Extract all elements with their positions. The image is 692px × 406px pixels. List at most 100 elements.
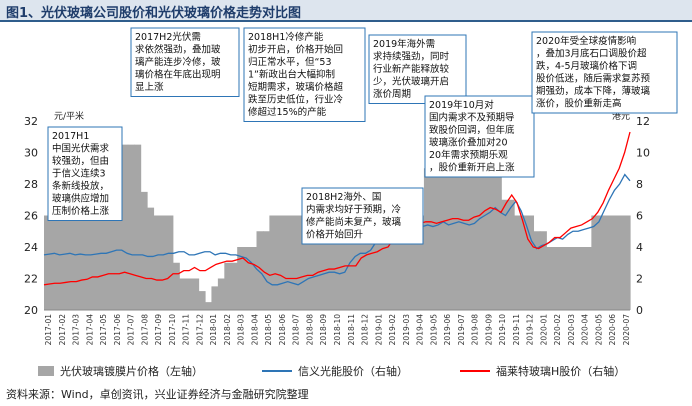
x-tick-label: 2020-04	[581, 314, 590, 346]
price-bar	[185, 278, 193, 310]
x-tick-label: 2017-04	[85, 314, 94, 346]
price-bar	[140, 191, 148, 311]
flat-glass-line	[43, 131, 631, 286]
x-tick-label: 2018-11	[347, 314, 356, 346]
right-tick-label: 2	[636, 273, 643, 286]
price-bar	[217, 278, 225, 310]
price-bar	[69, 215, 77, 310]
x-tick-label: 2019-05	[429, 314, 438, 346]
price-bar	[333, 215, 341, 310]
x-tick-label: 2019-06	[443, 314, 452, 346]
left-tick-label: 24	[24, 241, 38, 254]
price-bar	[398, 215, 406, 310]
legend-label: 信义光能股价（右轴）	[298, 364, 408, 378]
xinyi-solar-line	[43, 173, 631, 286]
annotation-box	[368, 34, 467, 104]
price-bar	[552, 247, 560, 310]
price-bar	[269, 215, 277, 310]
price-bar	[295, 215, 303, 310]
price-bar	[89, 215, 97, 310]
figure-title: 图1、光伏玻璃公司股价和光伏玻璃价格走势对比图	[6, 6, 302, 21]
x-tick-label: 2018-02	[223, 314, 232, 346]
x-tick-label: 2019-09	[484, 314, 493, 346]
price-bar	[507, 199, 515, 310]
x-tick-label: 2017-12	[195, 314, 204, 346]
bar-series	[44, 144, 631, 311]
x-tick-label: 2019-07	[457, 314, 466, 346]
price-bar	[436, 168, 444, 310]
x-tick-label: 2018-06	[278, 314, 287, 346]
left-tick-label: 22	[24, 273, 38, 286]
price-bar	[475, 168, 483, 310]
legend-label: 光伏玻璃镀膜片价格（左轴）	[60, 364, 203, 378]
price-bar	[417, 215, 425, 310]
x-tick-label: 2017-05	[99, 314, 108, 346]
price-bar	[359, 215, 367, 310]
price-bar	[565, 247, 573, 310]
annotation-text: 2019年海外需求持续强劲，同时行业新产能释放较少，光伏玻璃开启涨价周期	[373, 38, 450, 100]
price-bar	[353, 215, 361, 310]
price-bar	[449, 168, 457, 310]
price-bar	[404, 215, 412, 310]
annotation-box	[130, 27, 240, 97]
price-bar	[63, 215, 71, 310]
price-bar	[327, 215, 335, 310]
price-bar	[50, 215, 58, 310]
price-bar	[539, 231, 547, 310]
right-tick-label: 8	[636, 178, 643, 191]
price-bar	[423, 168, 431, 310]
annotation-box	[424, 95, 535, 178]
price-bar	[282, 215, 290, 310]
price-bar	[172, 262, 180, 310]
left-tick-label: 32	[24, 115, 38, 128]
price-bar	[411, 215, 419, 310]
price-bar	[597, 215, 605, 310]
price-bar	[250, 247, 258, 310]
legend: 光伏玻璃镀膜片价格（左轴） 信义光能股价（右轴） 福莱特玻璃H股价（右轴）	[38, 364, 625, 378]
annotation-text: 2020年受全球疫情影响，叠加3月底石口调股价超跌，4-5月玻璃价格下调股价低迷…	[536, 35, 651, 110]
price-bar	[488, 168, 496, 310]
price-bar	[127, 144, 135, 311]
annotation-box	[531, 31, 678, 114]
price-bar	[262, 231, 270, 310]
figure-title-bar: 图1、光伏玻璃公司股价和光伏玻璃价格走势对比图	[0, 0, 692, 22]
price-bar	[494, 168, 502, 310]
price-bar	[134, 144, 142, 311]
x-tick-label: 2017-06	[113, 314, 122, 346]
price-bar	[256, 231, 264, 310]
price-bar	[578, 247, 586, 310]
x-tick-label: 2019-04	[416, 314, 425, 346]
x-tick-label: 2019-02	[388, 314, 397, 346]
x-tick-label: 2020-07	[622, 314, 631, 346]
price-bar	[501, 199, 509, 310]
price-bar	[44, 215, 52, 310]
price-bar	[610, 215, 618, 310]
price-bar	[617, 215, 625, 310]
price-bar	[76, 215, 84, 310]
price-bar	[623, 215, 631, 310]
price-bar	[82, 215, 90, 310]
price-bar	[514, 215, 522, 310]
price-bar	[462, 168, 470, 310]
price-bar	[378, 215, 386, 310]
x-tick-label: 2019-10	[498, 314, 507, 346]
left-axis-unit: 元/平米	[54, 110, 84, 122]
annotation-text: 2018H2海外、国内需求均好于预期，冷修产能尚未复产，玻璃价格开始回升	[306, 191, 402, 241]
price-bar	[204, 302, 213, 311]
price-bar	[101, 215, 109, 310]
x-tick-label: 2019-01	[374, 314, 383, 346]
price-bar	[147, 207, 155, 311]
x-tick-label: 2018-07	[292, 314, 301, 346]
right-tick-label: 4	[636, 241, 643, 254]
price-bar	[275, 215, 283, 310]
right-tick-label: 10	[636, 147, 650, 160]
x-tick-label: 2018-08	[306, 314, 315, 346]
price-bar	[308, 215, 316, 310]
x-tick-label: 2017-03	[72, 314, 81, 346]
x-tick-label: 2020-06	[608, 314, 617, 346]
x-tick-label: 2020-05	[595, 314, 604, 346]
right-tick-label: 6	[636, 210, 643, 223]
price-bar	[604, 215, 612, 310]
x-tick-label: 2018-03	[237, 314, 246, 346]
